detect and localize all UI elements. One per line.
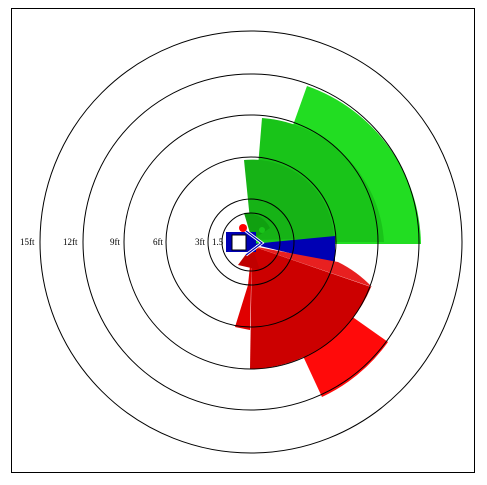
ring-label-6ft: 6ft <box>153 237 163 247</box>
red-wedge-left <box>235 246 252 330</box>
center-marker <box>226 224 265 257</box>
wedge-group <box>235 86 421 397</box>
range-ring-9ft <box>123 114 379 370</box>
ring-label-1-5: 1.5 <box>212 237 224 247</box>
ring-label-9ft: 9ft <box>110 237 120 247</box>
range-ring-3ft <box>207 198 295 286</box>
ring-label-12ft: 12ft <box>63 237 78 247</box>
range-rings <box>39 30 463 454</box>
center-red-dot <box>239 224 247 232</box>
green-wedge-inner <box>244 159 334 240</box>
red-wedge-light <box>252 246 372 287</box>
range-ring-1-5 <box>221 212 281 272</box>
center-green-dot <box>259 227 265 233</box>
red-wedge-near <box>238 246 260 270</box>
direction-chevron-outline-icon <box>245 230 263 256</box>
range-ring-6ft <box>165 156 337 328</box>
range-ring-labels: 1.5 3ft 6ft 9ft 12ft 15ft <box>20 237 224 247</box>
range-ring-15ft <box>39 30 463 454</box>
center-square-icon <box>231 234 247 251</box>
range-ring-12ft <box>82 73 420 411</box>
red-wedge-main <box>250 246 371 369</box>
ring-label-3ft: 3ft <box>195 237 205 247</box>
ring-label-15ft: 15ft <box>20 237 35 247</box>
